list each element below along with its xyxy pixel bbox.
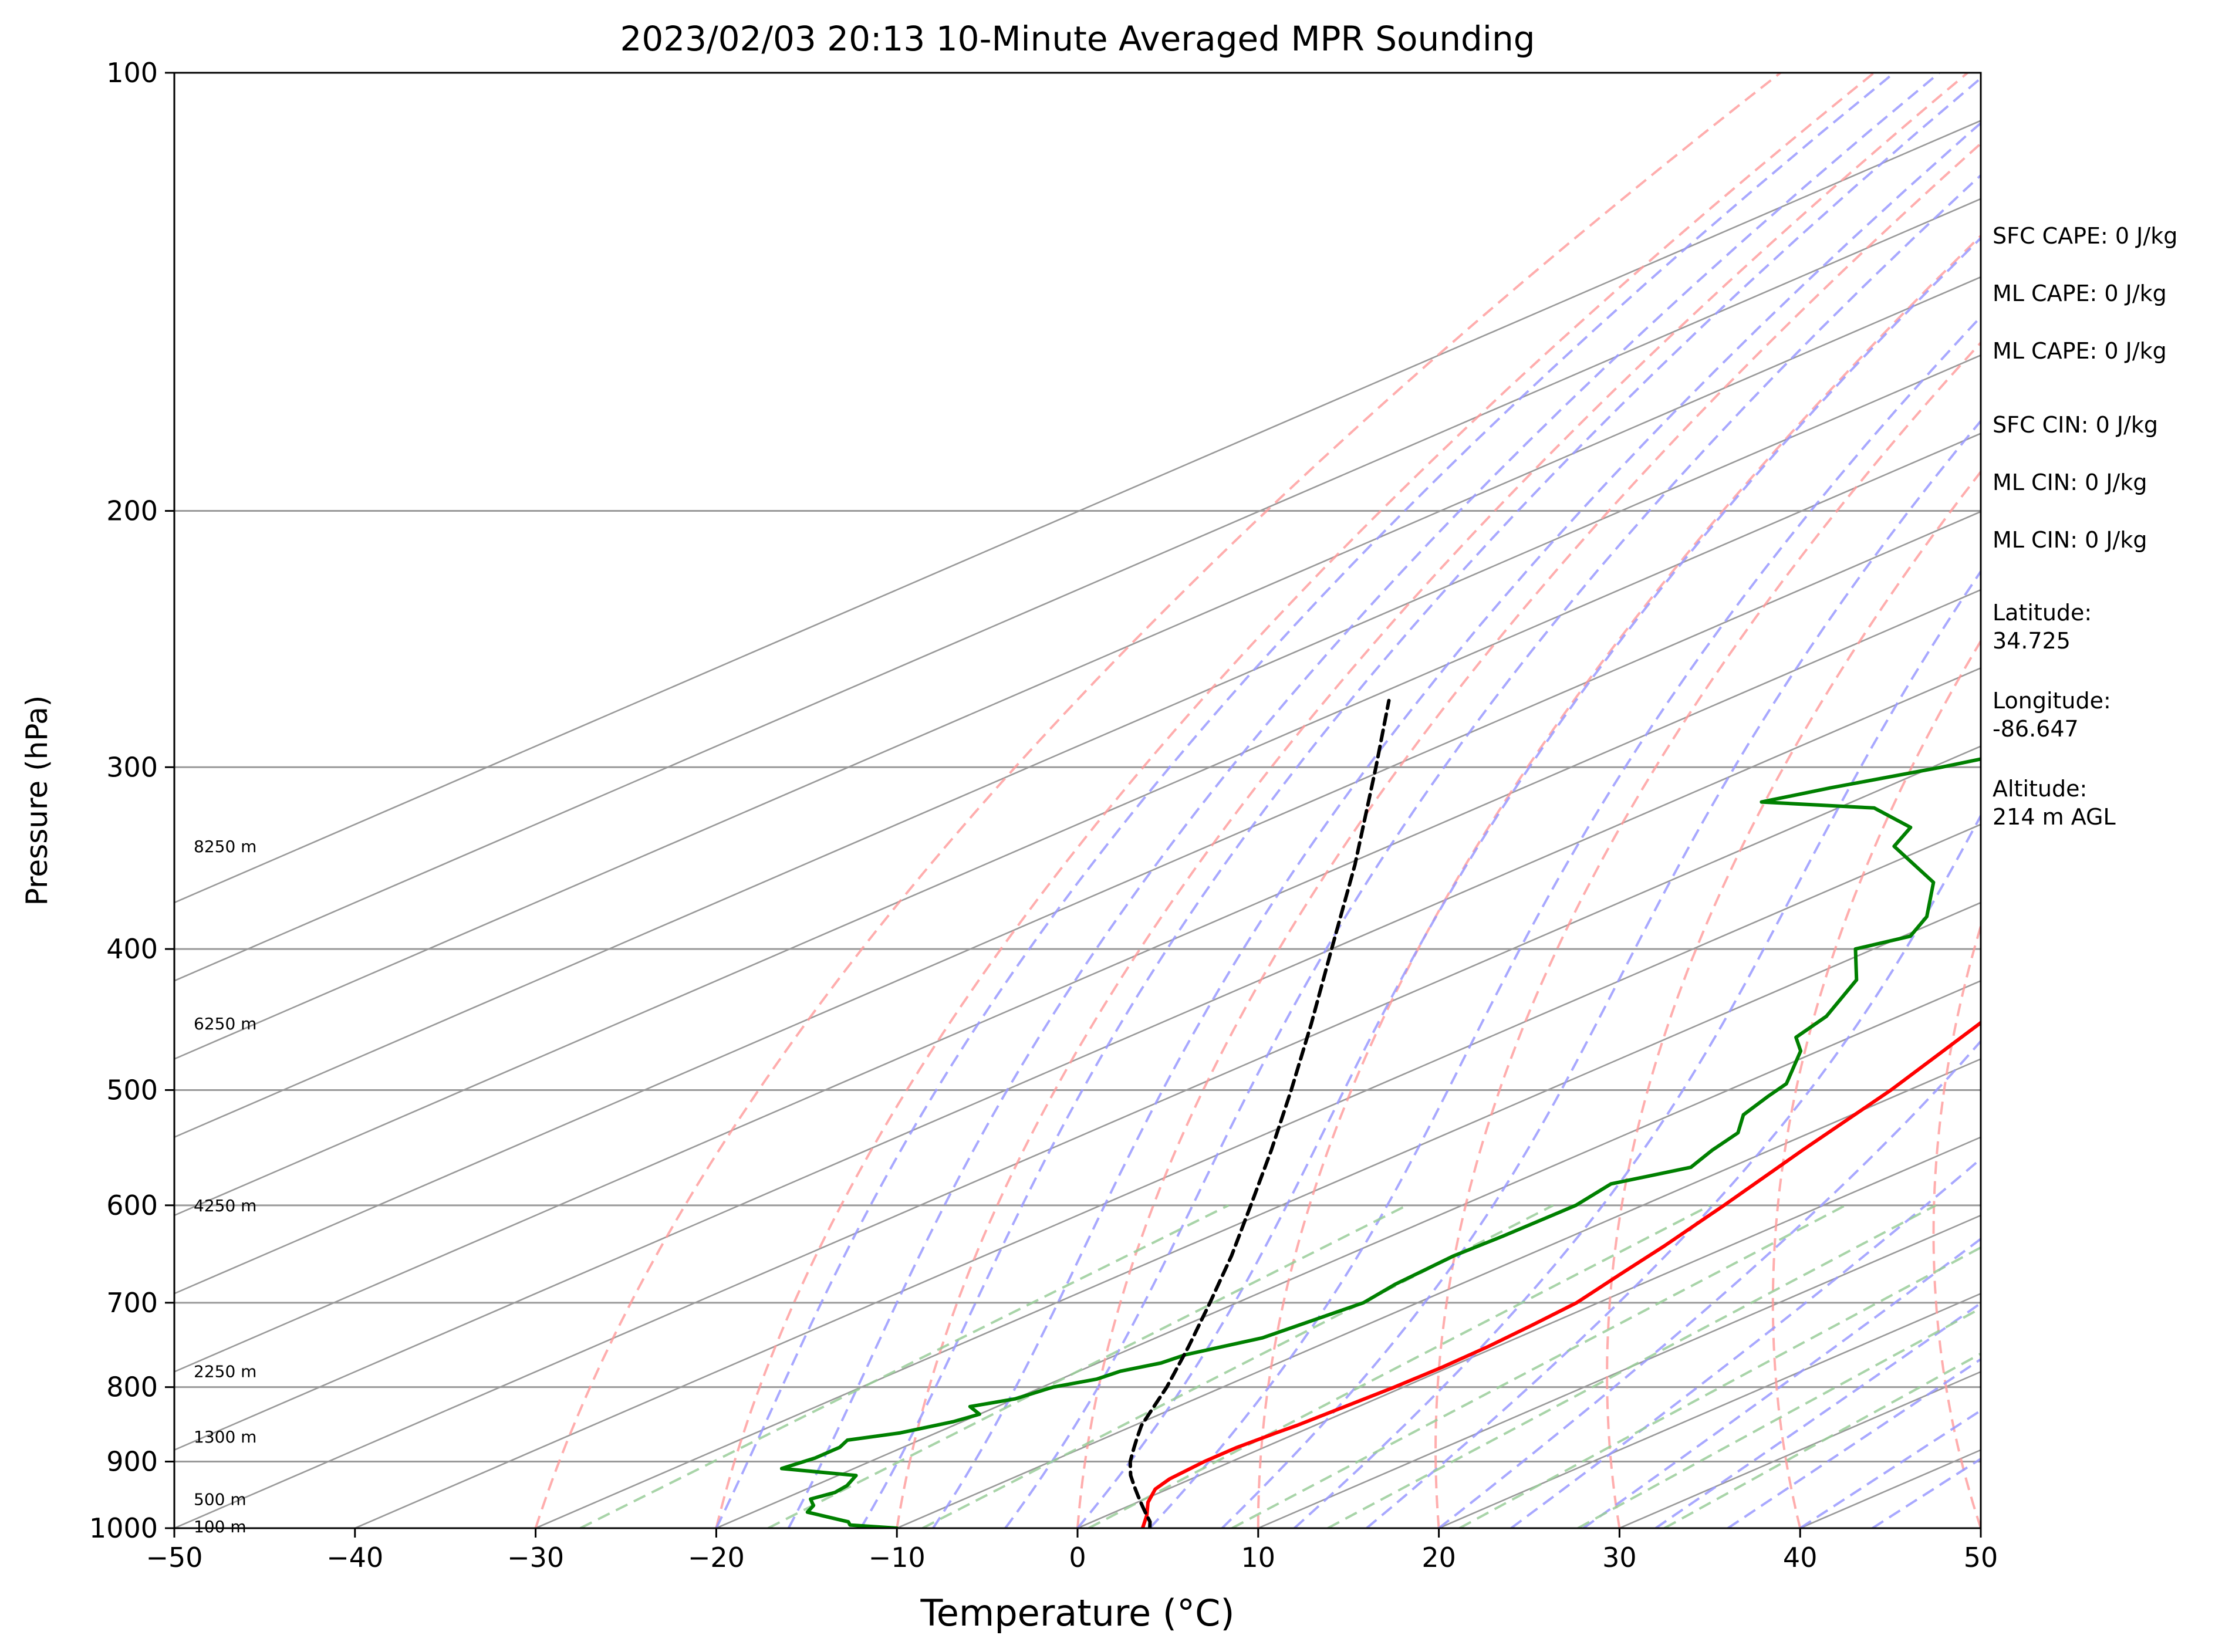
x-tick-label: −30 (507, 1542, 564, 1573)
side-stat-item: Latitude: 34.725 (1993, 599, 2092, 655)
height-label: 2250 m (194, 1362, 256, 1381)
y-tick-label: 600 (106, 1190, 158, 1221)
height-label: 1300 m (194, 1427, 256, 1447)
height-label: 4250 m (194, 1196, 256, 1215)
y-tick-label: 400 (106, 933, 158, 965)
x-tick-label: 0 (1069, 1542, 1086, 1573)
y-tick-label: 100 (106, 57, 158, 89)
chart-title: 2023/02/03 20:13 10-Minute Averaged MPR … (620, 19, 1535, 59)
x-tick-label: 50 (1964, 1542, 1998, 1573)
height-label: 500 m (194, 1489, 246, 1509)
side-stat-item: SFC CAPE: 0 J/kg (1993, 222, 2177, 250)
side-stat-item: Altitude: 214 m AGL (1993, 775, 2116, 831)
x-tick-label: −40 (326, 1542, 383, 1573)
x-tick-label: 10 (1241, 1542, 1276, 1573)
y-axis-label: Pressure (hPa) (20, 695, 54, 906)
y-tick-label: 1000 (89, 1512, 158, 1544)
height-label: 8250 m (194, 837, 256, 856)
side-stat-item: ML CIN: 0 J/kg (1993, 468, 2147, 496)
side-stat-item: ML CAPE: 0 J/kg (1993, 337, 2167, 365)
side-stat-item: Longitude: -86.647 (1993, 687, 2111, 743)
y-tick-label: 700 (106, 1287, 158, 1319)
y-tick-label: 500 (106, 1074, 158, 1106)
x-tick-label: −10 (869, 1542, 926, 1573)
side-stat-item: ML CAPE: 0 J/kg (1993, 279, 2167, 308)
side-stat-item: ML CIN: 0 J/kg (1993, 526, 2147, 554)
y-tick-label: 900 (106, 1446, 158, 1478)
y-tick-label: 300 (106, 751, 158, 783)
x-tick-label: 40 (1783, 1542, 1818, 1573)
height-label: 100 m (194, 1517, 246, 1536)
x-tick-label: 20 (1421, 1542, 1456, 1573)
y-tick-label: 800 (106, 1371, 158, 1403)
x-axis-label: Temperature (°C) (920, 1592, 1234, 1634)
x-tick-label: 30 (1602, 1542, 1637, 1573)
height-label: 6250 m (194, 1014, 256, 1033)
y-tick-label: 200 (106, 495, 158, 527)
x-tick-label: −20 (688, 1542, 745, 1573)
side-stat-item: SFC CIN: 0 J/kg (1993, 411, 2158, 439)
x-tick-label: −50 (146, 1542, 202, 1573)
